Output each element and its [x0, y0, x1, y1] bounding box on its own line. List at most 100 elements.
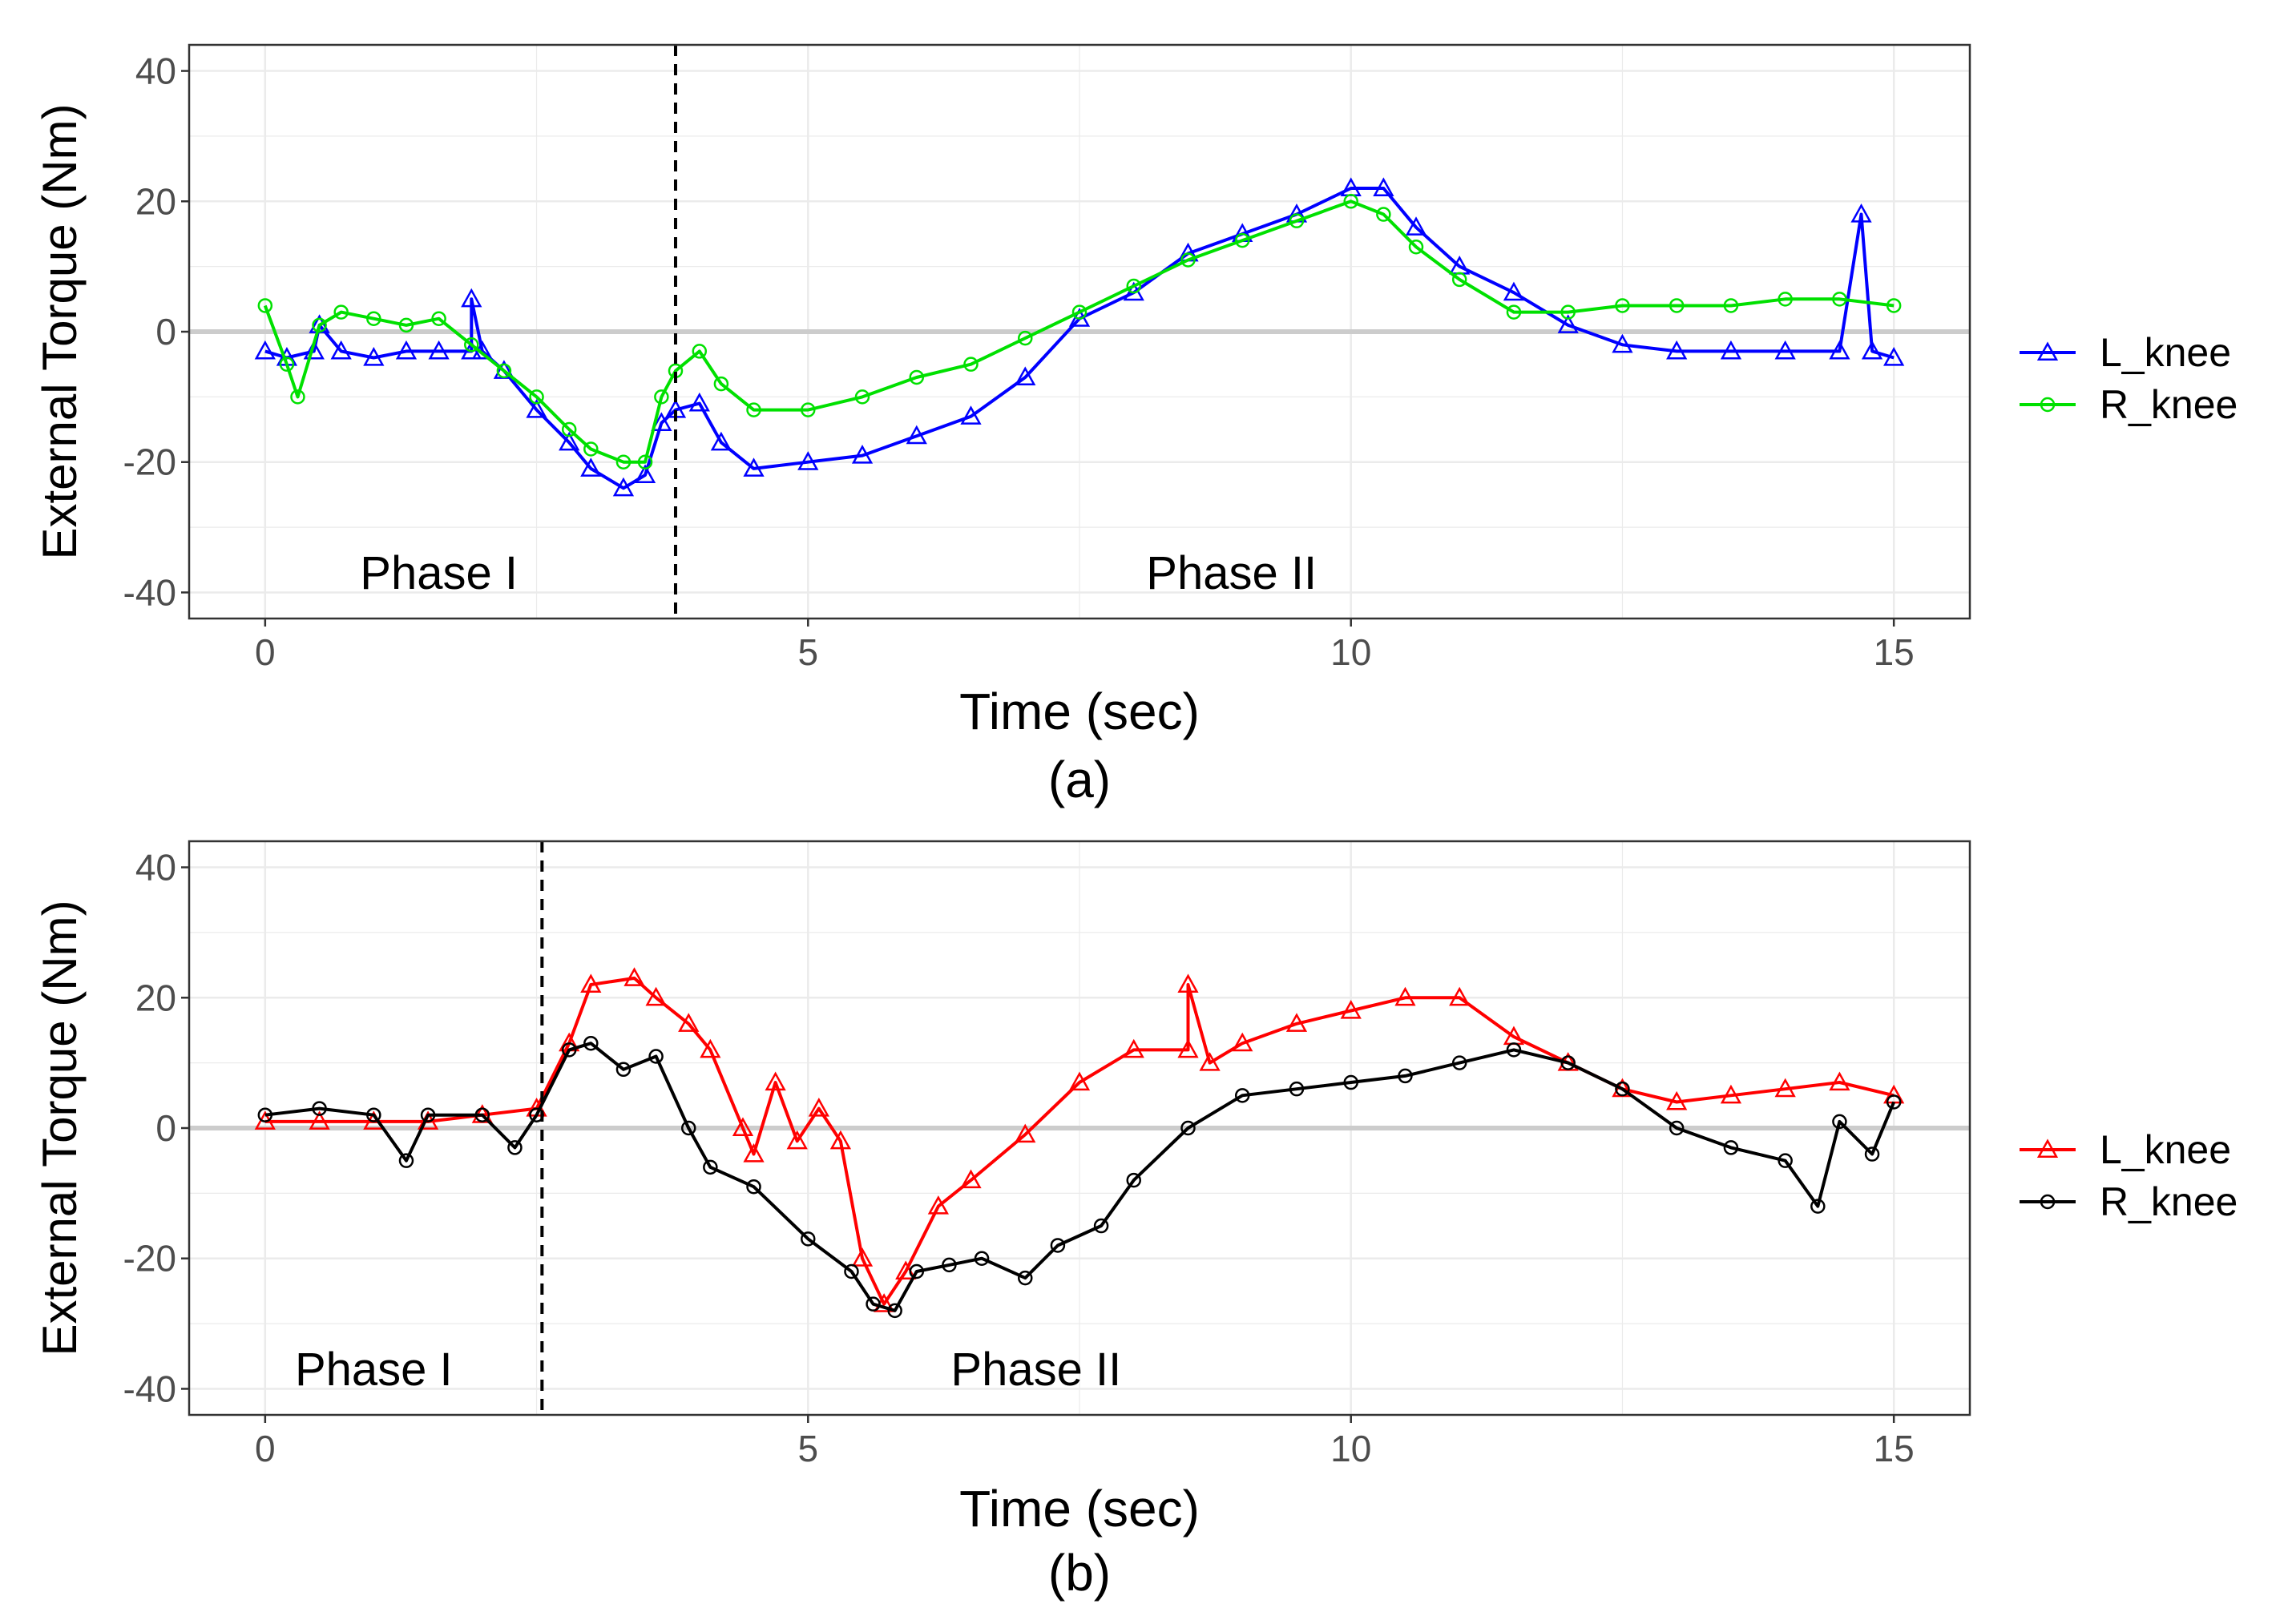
data-point: [623, 967, 645, 986]
data-point: [257, 298, 273, 313]
data-point: [797, 451, 819, 470]
data-point: [1451, 1055, 1467, 1070]
data-point: [1560, 1055, 1576, 1070]
phase-labels: Phase I Phase II: [360, 547, 1317, 599]
y-tick-label: 40: [135, 50, 176, 92]
legend: L_knee R_knee: [2020, 330, 2238, 427]
data-point: [1850, 203, 1872, 223]
data-point: [1285, 1013, 1308, 1032]
x-tick-labels: 0 5 10 15: [255, 619, 1915, 673]
grid-lines: [189, 45, 1970, 619]
data-point: [1778, 292, 1793, 307]
data-point: [786, 1130, 808, 1150]
data-point: [648, 1049, 664, 1064]
data-point: [366, 311, 381, 326]
x-tick-label: 5: [797, 1428, 818, 1469]
phase-label: Phase II: [950, 1344, 1121, 1396]
data-point: [1832, 292, 1847, 307]
data-point: [279, 357, 295, 372]
data-point: [561, 421, 577, 437]
data-point: [801, 402, 816, 417]
data-point: [960, 1169, 982, 1189]
x-tick-label: 0: [255, 1428, 276, 1469]
data-point: [1886, 1094, 1902, 1110]
data-point: [1018, 330, 1033, 346]
data-point: [309, 1110, 330, 1130]
data-point: [1560, 304, 1576, 320]
data-point: [1861, 340, 1883, 360]
legend-label: L_knee: [2100, 1127, 2231, 1172]
data-point: [808, 1098, 829, 1117]
phase-label: Phase II: [1146, 547, 1317, 599]
x-tick-label: 15: [1874, 631, 1915, 673]
x-axis-label: Time (sec): [959, 683, 1200, 740]
data-point: [1720, 340, 1742, 360]
data-point: [529, 389, 544, 405]
grid-lines: [189, 841, 1970, 1415]
data-point: [1071, 304, 1088, 320]
data-point: [420, 1107, 436, 1122]
data-point: [615, 1062, 632, 1078]
data-point: [1234, 232, 1250, 248]
data-series: [254, 177, 1905, 497]
y-tick-label: 20: [135, 977, 176, 1018]
data-point: [645, 986, 667, 1006]
data-point: [1398, 1068, 1413, 1084]
data-point: [1180, 252, 1196, 268]
data-point: [1050, 1238, 1066, 1253]
data-point: [1177, 973, 1199, 993]
data-point: [710, 431, 732, 451]
data-point: [561, 1042, 577, 1058]
data-point: [801, 1231, 816, 1247]
data-point: [1126, 1172, 1141, 1188]
legend-key-marker: [2036, 1138, 2059, 1159]
data-point: [1723, 1140, 1739, 1155]
y-axis-label: External Torque (Nm): [33, 900, 87, 1356]
legend-key-marker: [2036, 341, 2059, 361]
x-tick-labels: 0 5 10 15: [255, 1415, 1915, 1469]
y-tick-labels: -40 -20 0 20 40: [123, 847, 189, 1409]
data-point: [1199, 1052, 1221, 1071]
data-series: [254, 967, 1905, 1319]
data-point: [637, 454, 653, 469]
data-point: [1506, 304, 1522, 320]
data-point: [651, 412, 672, 431]
data-point: [1829, 340, 1850, 360]
data-point: [1405, 216, 1427, 236]
x-axis-label: Time (sec): [959, 1480, 1200, 1537]
data-point: [615, 454, 632, 469]
data-point: [851, 1247, 874, 1267]
data-point: [866, 1296, 881, 1312]
data-point: [743, 457, 765, 477]
data-point: [909, 369, 925, 385]
data-point: [1829, 1071, 1850, 1091]
data-point: [1018, 1270, 1033, 1286]
data-point: [1343, 1074, 1358, 1090]
data-point: [1289, 213, 1305, 228]
data-point: [1669, 1120, 1685, 1136]
data-point: [1451, 272, 1467, 288]
data-point: [829, 1130, 852, 1150]
data-point: [1408, 239, 1424, 255]
data-point: [580, 973, 602, 993]
figure-caption: (b): [1048, 1544, 1111, 1602]
panel-a: -40 -20 0 20 40 0 5 10 15 Phase I Phase II Exter…: [33, 43, 2238, 808]
legend-label: R_knee: [2100, 1179, 2238, 1224]
data-point: [713, 376, 729, 392]
data-point: [1234, 1088, 1250, 1103]
data-point: [366, 1107, 381, 1122]
data-point: [431, 311, 446, 326]
data-point: [1864, 1146, 1880, 1162]
data-point: [1376, 207, 1391, 222]
data-point: [330, 340, 352, 360]
data-point: [732, 1117, 754, 1137]
data-point: [942, 1257, 957, 1273]
data-point: [363, 346, 385, 366]
data-point: [1015, 366, 1036, 386]
series-line-L_knee: [264, 976, 1895, 1306]
data-point: [1883, 346, 1905, 366]
data-point: [1720, 1084, 1742, 1104]
data-point: [746, 402, 761, 417]
data-point: [583, 1035, 599, 1051]
y-tick-label: -20: [123, 441, 176, 483]
